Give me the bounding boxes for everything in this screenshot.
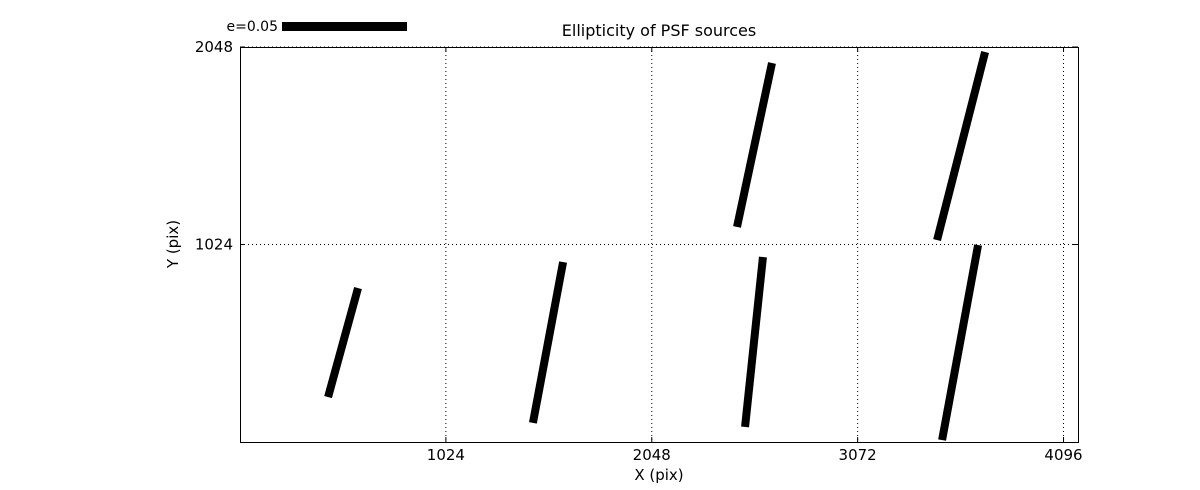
x-axis-label: X (pix): [634, 466, 684, 484]
ellipticity-whisker: [741, 256, 767, 428]
x-tick-label: 3072: [839, 446, 877, 464]
legend-scale-bar-icon: [282, 22, 407, 31]
ellipticity-whisker: [933, 51, 989, 242]
ellipticity-whisker: [529, 261, 568, 424]
x-tick-label: 4096: [1044, 446, 1082, 464]
y-tick-label: 1024: [195, 236, 233, 254]
chart-title: Ellipticity of PSF sources: [561, 21, 757, 40]
ellipticity-whisker: [733, 62, 776, 228]
x-tick-label: 1024: [427, 446, 465, 464]
ellipticity-whisker: [938, 244, 983, 441]
y-axis-label: Y (pix): [164, 219, 182, 269]
y-tick-label: 2048: [195, 38, 233, 56]
legend-label: e=0.05: [226, 19, 278, 35]
ellipticity-whisker: [324, 287, 362, 399]
x-tick-label: 2048: [633, 446, 671, 464]
